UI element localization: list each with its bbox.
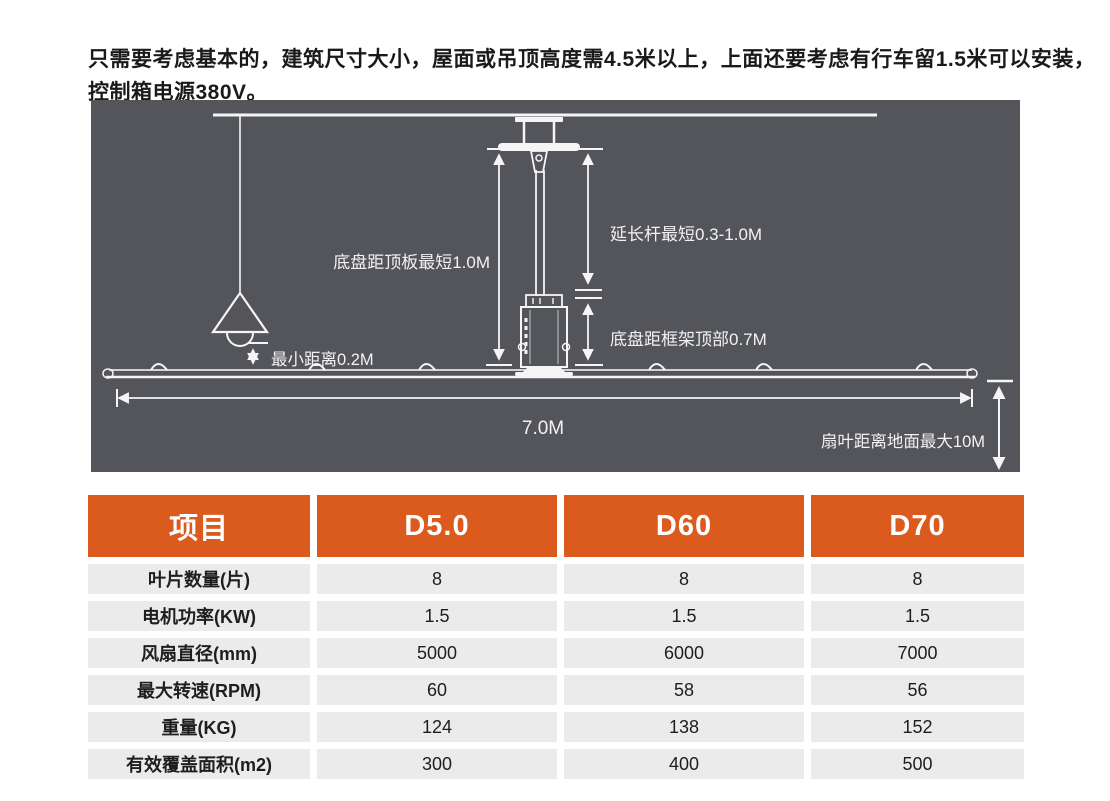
spec-header-item: 项目 bbox=[88, 495, 310, 557]
hub-plate bbox=[515, 372, 573, 376]
value-cell: 300 bbox=[317, 749, 557, 779]
blade-clip bbox=[915, 363, 933, 371]
value-cell: 8 bbox=[317, 564, 557, 594]
value-cell: 1.5 bbox=[564, 601, 804, 631]
value-cell: 8 bbox=[811, 564, 1024, 594]
fan-blades bbox=[102, 363, 978, 379]
value-cell: 400 bbox=[564, 749, 804, 779]
value-cell: 8 bbox=[564, 564, 804, 594]
spec-header-d50: D5.0 bbox=[317, 495, 557, 557]
row-label-blade-count: 叶片数量(片) bbox=[88, 564, 310, 594]
spec-header-d60: D60 bbox=[564, 495, 804, 557]
dim-right-column: 延长杆最短0.3-1.0M 底盘距框架顶部0.7M bbox=[575, 148, 767, 366]
value-cell: 60 bbox=[317, 675, 557, 705]
row-label-motor-power: 电机功率(KW) bbox=[88, 601, 310, 631]
dim-height-label: 扇叶距离地面最大10M bbox=[821, 432, 985, 451]
value-cell: 7000 bbox=[811, 638, 1024, 668]
row-label-fan-diameter: 风扇直径(mm) bbox=[88, 638, 310, 668]
blade-clip bbox=[755, 363, 773, 371]
lamp-bulb bbox=[226, 332, 254, 347]
motor-bolt-left bbox=[517, 342, 527, 352]
dim-span: 7.0M bbox=[116, 389, 973, 439]
motor-cap bbox=[525, 294, 563, 308]
clevis-bolt bbox=[535, 154, 543, 162]
blade-clip bbox=[150, 363, 168, 371]
min-distance-label: 最小距离0.2M bbox=[271, 350, 374, 369]
extension-rod bbox=[535, 170, 545, 296]
spec-header-d70: D70 bbox=[811, 495, 1024, 557]
value-cell: 1.5 bbox=[811, 601, 1024, 631]
fan-installation-diagram: 最小距离0.2M bbox=[91, 100, 1020, 472]
dim-frame-label: 底盘距框架顶部0.7M bbox=[610, 330, 767, 349]
dim-extension-label: 延长杆最短0.3-1.0M bbox=[610, 225, 762, 244]
value-cell: 138 bbox=[564, 712, 804, 742]
diagram-canvas: 最小距离0.2M bbox=[102, 113, 1013, 470]
blade-clip bbox=[648, 363, 666, 371]
dim-chassis-ceiling-label: 底盘距顶板最短1.0M bbox=[333, 253, 490, 272]
value-cell: 56 bbox=[811, 675, 1024, 705]
value-cell: 152 bbox=[811, 712, 1024, 742]
value-cell: 124 bbox=[317, 712, 557, 742]
blade-tip-right bbox=[966, 368, 978, 379]
value-cell: 58 bbox=[564, 675, 804, 705]
lamp-shade bbox=[210, 291, 270, 334]
dim-chassis-ceiling: 底盘距顶板最短1.0M bbox=[333, 148, 512, 366]
mount-flange bbox=[498, 143, 580, 151]
value-cell: 1.5 bbox=[317, 601, 557, 631]
mount-clevis bbox=[529, 150, 549, 173]
intro-text: 只需要考虑基本的，建筑尺寸大小，屋面或吊顶高度需4.5米以上，上面还要考虑有行车… bbox=[88, 48, 1096, 104]
fan-mount bbox=[498, 117, 580, 173]
blade-tip-left bbox=[102, 368, 114, 379]
value-cell: 5000 bbox=[317, 638, 557, 668]
pendant-lamp: 最小距离0.2M bbox=[210, 115, 374, 369]
value-cell: 6000 bbox=[564, 638, 804, 668]
row-label-coverage-area: 有效覆盖面积(m2) bbox=[88, 749, 310, 779]
row-label-max-speed: 最大转速(RPM) bbox=[88, 675, 310, 705]
dim-height: 扇叶距离地面最大10M bbox=[821, 379, 1013, 470]
blade-clip bbox=[418, 363, 436, 371]
dim-span-label: 7.0M bbox=[522, 418, 564, 439]
value-cell: 500 bbox=[811, 749, 1024, 779]
blade-clip bbox=[308, 363, 326, 371]
motor-bolt-right bbox=[561, 342, 571, 352]
spec-table: 项目 D5.0 D60 D70 叶片数量(片) 8 8 8 电机功率(KW) 1… bbox=[88, 495, 1025, 779]
motor-body bbox=[520, 306, 568, 368]
mount-plate bbox=[515, 117, 563, 122]
motor-unit bbox=[515, 294, 573, 376]
row-label-weight: 重量(KG) bbox=[88, 712, 310, 742]
